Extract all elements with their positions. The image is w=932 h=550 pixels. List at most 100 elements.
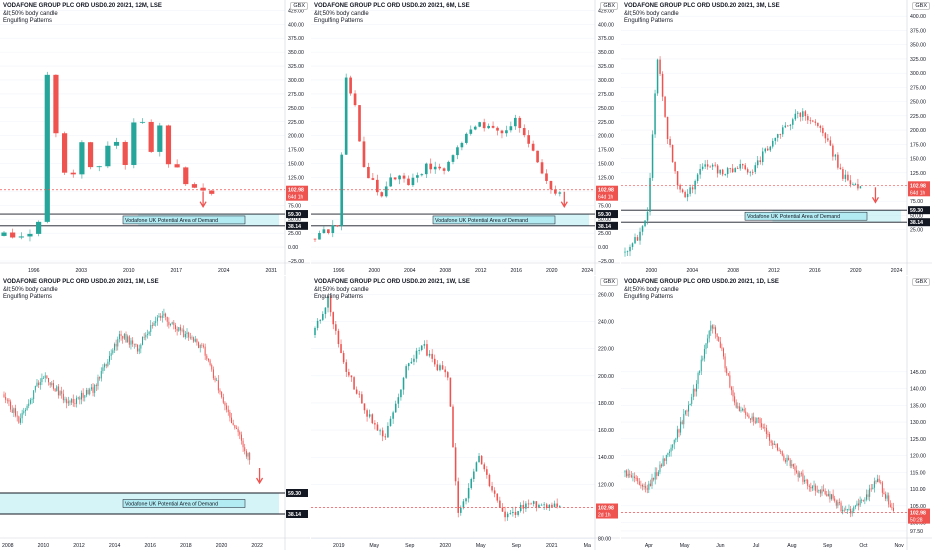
candle-body	[104, 364, 106, 368]
candle-body	[764, 148, 767, 152]
candle-body	[431, 353, 433, 359]
candle-body	[38, 382, 40, 386]
y-tick-label: 200.00	[598, 134, 614, 140]
candle-body	[161, 315, 163, 318]
candle-body	[794, 466, 796, 471]
price-chart-svg[interactable]: 425.00 400.00 375.00 350.00 325.00 300.00 275.…	[0, 0, 310, 275]
chart-legend[interactable]: VODAFONE GROUP PLC ORD USD0.20 20/21, 6M…	[314, 3, 470, 26]
chart-legend[interactable]: VODAFONE GROUP PLC ORD USD0.20 20/21, 12…	[3, 3, 162, 26]
candle-body	[649, 177, 651, 212]
candle-body	[222, 397, 224, 403]
zone-price-label: 59.30	[288, 212, 301, 218]
y-tick-label: 350.00	[288, 50, 304, 56]
x-tick-label: 2008	[727, 268, 739, 274]
bar-countdown-label: 64d 1h	[288, 195, 304, 201]
x-tick-label: 2000	[368, 268, 380, 274]
price-chart-svg[interactable]: 400.00 375.00 350.00 325.00 300.00 275.00 250.…	[621, 0, 932, 275]
x-tick-label: Apr	[645, 543, 653, 549]
candle-body	[53, 74, 59, 134]
candle-body	[842, 509, 844, 512]
currency-badge[interactable]: GBX	[912, 2, 930, 10]
candle-body	[827, 138, 829, 141]
x-tick-label: 2016	[809, 268, 821, 274]
y-tick-label: 140.00	[598, 455, 614, 461]
candle-body	[737, 406, 739, 408]
candle-body	[67, 401, 69, 404]
currency-badge[interactable]: GBX	[600, 2, 618, 10]
chart-legend[interactable]: VODAFONE GROUP PLC ORD USD0.20 20/21, 1D…	[624, 279, 779, 302]
candle-body	[749, 171, 751, 173]
chart-panel-1[interactable]: VODAFONE GROUP PLC ORD USD0.20 20/21, 12…	[0, 0, 310, 275]
candle-body	[654, 472, 656, 480]
candle-body	[142, 336, 143, 345]
candle-body	[191, 337, 193, 339]
zone-price-label: 59.30	[910, 208, 923, 214]
candle-body	[772, 140, 774, 147]
x-tick-label: 2018	[180, 543, 192, 549]
candle-body	[782, 127, 784, 135]
chart-panel-2[interactable]: VODAFONE GROUP PLC ORD USD0.20 20/21, 6M…	[311, 0, 620, 275]
chart-panel-4[interactable]: VODAFONE GROUP PLC ORD USD0.20 20/21, 1M…	[0, 276, 310, 550]
chart-panel-5[interactable]: VODAFONE GROUP PLC ORD USD0.20 20/21, 1W…	[311, 276, 620, 550]
price-chart-svg[interactable]: 260.00 240.00 220.00 200.00 180.00 160.00 140.…	[311, 276, 620, 550]
zone-label: Vodafone UK Potential Area of Demand	[747, 214, 840, 220]
candle-body	[410, 361, 413, 364]
chart-legend[interactable]: VODAFONE GROUP PLC ORD USD0.20 20/21, 1W…	[314, 279, 470, 302]
candle-body	[641, 226, 644, 232]
candle-body	[837, 502, 839, 506]
y-tick-label: 260.00	[598, 292, 614, 298]
currency-badge[interactable]: GBX	[600, 278, 618, 286]
candle-body	[239, 432, 241, 435]
candle-body	[799, 112, 802, 117]
y-tick-label: 150.00	[288, 162, 304, 168]
candle-body	[212, 369, 214, 379]
chart-legend[interactable]: VODAFONE GROUP PLC ORD USD0.20 20/21, 1M…	[3, 279, 159, 302]
candle-body	[531, 143, 535, 151]
candle-body	[774, 137, 777, 141]
y-tick-label: 225.00	[910, 114, 926, 120]
chart-panel-6[interactable]: VODAFONE GROUP PLC ORD USD0.20 20/21, 1D…	[621, 276, 932, 550]
candle-body	[89, 389, 91, 395]
y-tick-label: 140.00	[910, 387, 926, 393]
candle-body	[454, 447, 457, 482]
bar-countdown-label: 2d 1h	[598, 513, 611, 519]
candle-body	[345, 362, 348, 372]
candle-body	[173, 322, 175, 326]
y-tick-label: 250.00	[598, 106, 614, 112]
candle-body	[558, 192, 562, 194]
candle-body	[639, 231, 641, 241]
price-chart-svg[interactable]: 2008 2010 2012 2014 2016 2018 2020 2022 Vodafone…	[0, 276, 310, 550]
candle-body	[674, 161, 676, 172]
candle-body	[509, 513, 512, 514]
candle-body	[3, 394, 5, 397]
candle-body	[545, 504, 548, 509]
candle-body	[483, 464, 486, 470]
candle-body	[201, 344, 203, 346]
x-tick-label: Ma	[584, 543, 591, 549]
candle-body	[816, 490, 818, 492]
x-tick-label: 2031	[265, 268, 277, 274]
indicator-label: &lt;50% body candle	[624, 10, 679, 17]
candle-body	[335, 324, 337, 331]
candle-body	[407, 178, 410, 186]
candle-body	[709, 166, 711, 168]
candle-body	[444, 369, 446, 373]
candle-body	[206, 355, 208, 359]
y-tick-label: 375.00	[598, 36, 614, 42]
candle-body	[781, 451, 783, 456]
currency-badge[interactable]: GBX	[290, 2, 308, 10]
chart-panel-3[interactable]: VODAFONE GROUP PLC ORD USD0.20 20/21, 3M…	[621, 0, 932, 275]
y-tick-label: 145.00	[910, 370, 926, 376]
chart-legend[interactable]: VODAFONE GROUP PLC ORD USD0.20 20/21, 3M…	[624, 3, 780, 26]
x-tick-label: 2020	[850, 268, 862, 274]
currency-badge[interactable]: GBX	[912, 278, 930, 286]
candle-body	[29, 399, 31, 404]
price-chart-svg[interactable]: 425.00 400.00 375.00 350.00 325.00 300.00 275.…	[311, 0, 620, 275]
price-chart-svg[interactable]: 145.00 140.00 135.00 130.00 125.00 120.00 115.…	[621, 276, 932, 550]
candle-body	[809, 120, 812, 122]
candle-body	[676, 171, 679, 186]
candle-body	[199, 344, 201, 348]
candle-body	[536, 150, 539, 163]
candle-body	[699, 371, 701, 373]
candle-body	[688, 405, 690, 412]
